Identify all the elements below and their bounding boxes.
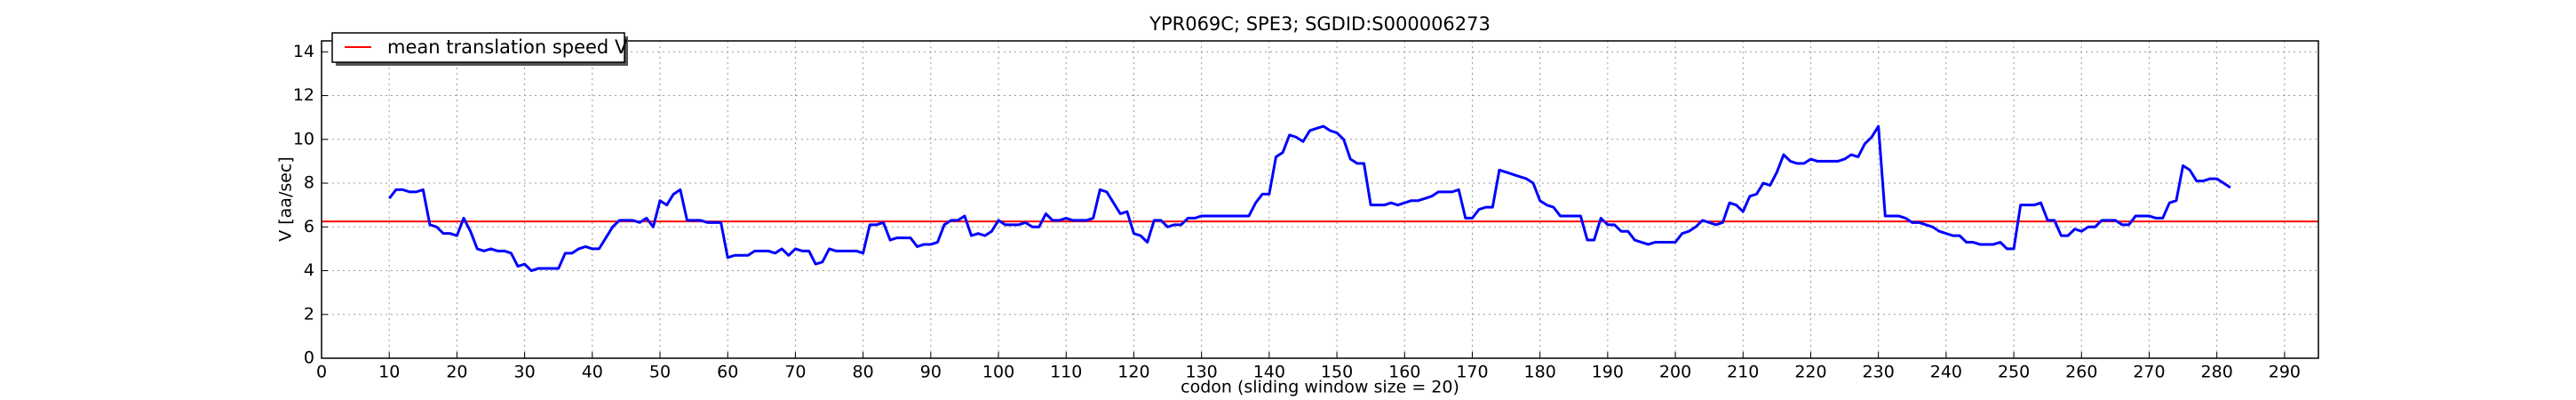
x-tick-label: 170 (1456, 363, 1488, 382)
x-tick-label: 70 (784, 363, 806, 382)
x-tick-label: 220 (1794, 363, 1826, 382)
x-tick-label: 140 (1253, 363, 1285, 382)
x-tick-label: 80 (853, 363, 874, 382)
x-axis-label: codon (sliding window size = 20) (1181, 378, 1459, 397)
x-tick-label: 100 (982, 363, 1014, 382)
plot-frame (321, 40, 2319, 359)
x-tick-label: 60 (717, 363, 738, 382)
x-tick-label: 50 (649, 363, 671, 382)
x-tick-label: 180 (1524, 363, 1556, 382)
legend-box (331, 32, 625, 63)
x-tick-label: 160 (1388, 363, 1420, 382)
y-tick-label: 14 (293, 42, 314, 61)
x-tick-label: 10 (378, 363, 400, 382)
y-tick-label: 4 (304, 260, 314, 280)
x-tick-label: 130 (1186, 363, 1218, 382)
x-tick-label: 0 (316, 363, 327, 382)
x-tick-label: 270 (2133, 363, 2165, 382)
y-tick-label: 10 (293, 129, 314, 148)
x-tick-label: 40 (582, 363, 603, 382)
y-tick-label: 0 (304, 348, 314, 368)
x-tick-label: 230 (1863, 363, 1895, 382)
x-tick-label: 210 (1727, 363, 1759, 382)
data-line (388, 124, 2231, 273)
x-tick-label: 250 (1998, 363, 2030, 382)
x-tick-label: 20 (446, 363, 467, 382)
x-tick-label: 240 (1930, 363, 1962, 382)
chart-title: YPR069C; SPE3; SGDID:S000006273 (1149, 13, 1491, 35)
x-tick-label: 90 (920, 363, 942, 382)
legend-label: mean translation speed V (387, 36, 628, 58)
x-tick-label: 150 (1321, 363, 1353, 382)
x-tick-label: 200 (1659, 363, 1691, 382)
y-tick-label: 8 (304, 173, 314, 193)
x-tick-label: 110 (1050, 363, 1082, 382)
y-tick-label: 6 (304, 217, 314, 236)
x-tick-label: 260 (2065, 363, 2097, 382)
y-axis-label: V [aa/sec] (276, 156, 296, 242)
x-tick-label: 280 (2201, 363, 2233, 382)
x-tick-label: 190 (1592, 363, 1624, 382)
x-tick-label: 30 (514, 363, 536, 382)
y-tick-label: 12 (293, 85, 314, 105)
x-tick-label: 290 (2269, 363, 2301, 382)
y-tick-label: 2 (304, 304, 314, 324)
x-tick-label: 120 (1117, 363, 1149, 382)
